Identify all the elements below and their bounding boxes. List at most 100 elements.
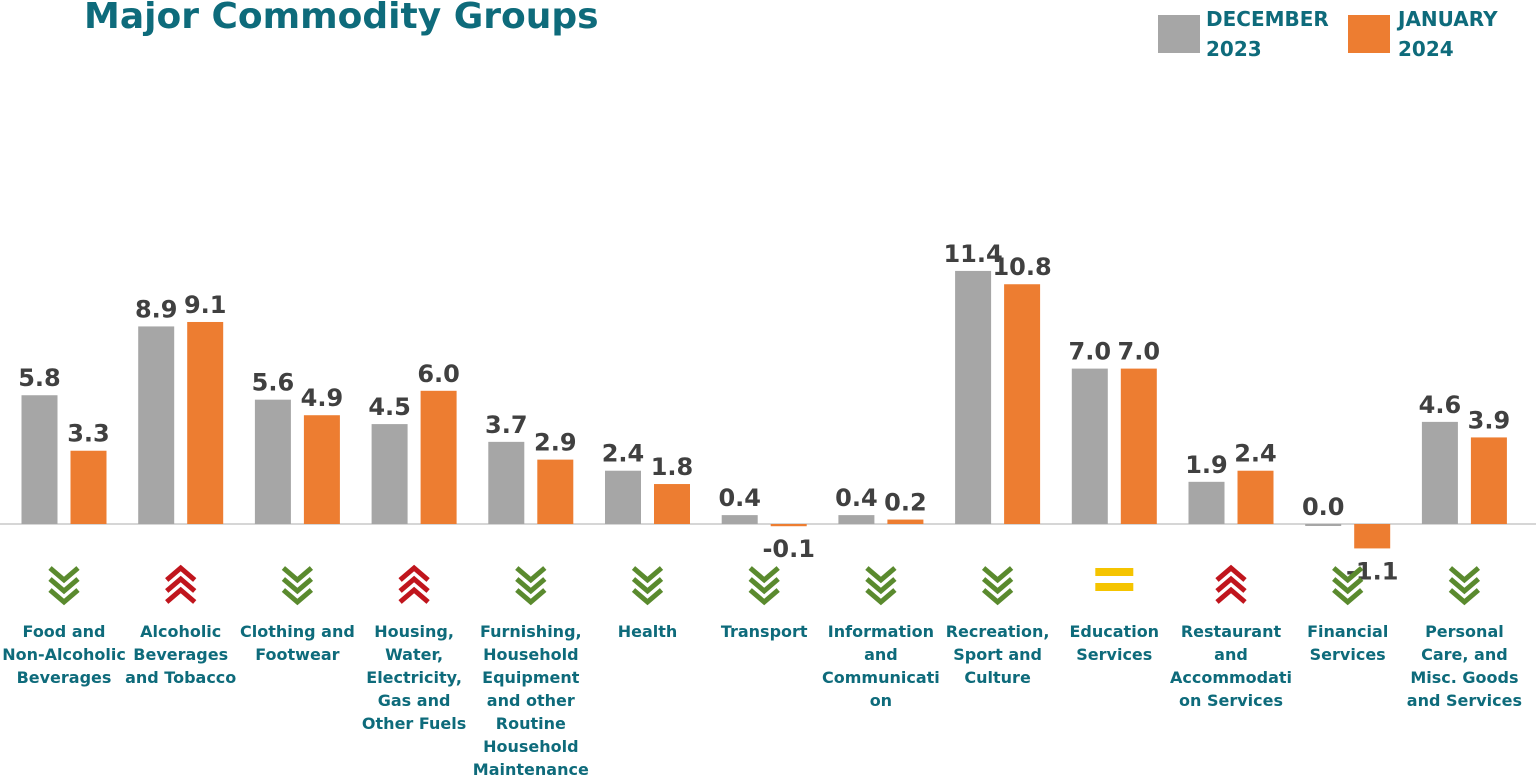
trend-up [398, 564, 430, 582]
trend-down [981, 566, 1014, 584]
bar [70, 450, 107, 524]
trend-down [865, 588, 897, 606]
value-label: 8.9 [135, 295, 178, 323]
bar [605, 470, 641, 524]
value-label: 3.7 [485, 411, 528, 439]
value-label: 3.3 [67, 420, 110, 448]
value-label: 11.4 [943, 240, 1002, 268]
trend-down [981, 588, 1014, 606]
value-label: 2.4 [1234, 440, 1277, 468]
trend-up [1215, 575, 1247, 593]
bar [1004, 284, 1041, 524]
value-label: -1.1 [1346, 557, 1398, 585]
trend-down [281, 577, 314, 595]
bar [1120, 368, 1157, 524]
trend-down [748, 566, 780, 584]
value-label: -0.1 [762, 535, 814, 563]
value-label: 10.8 [992, 253, 1051, 281]
category-label: Education Services [1069, 622, 1160, 664]
trend-up [398, 586, 430, 604]
trend-down [748, 588, 780, 606]
legend-swatch [1348, 15, 1390, 53]
bar [721, 515, 758, 524]
trend-down [48, 566, 80, 584]
value-label: 1.9 [1185, 451, 1228, 479]
bar [1470, 437, 1507, 524]
trend-equal [1095, 568, 1134, 576]
trend-down [748, 577, 780, 595]
bar [1071, 368, 1108, 524]
bar [138, 326, 175, 524]
value-label: 5.6 [252, 369, 295, 397]
trend-up [398, 575, 430, 593]
bar [420, 390, 457, 524]
value-label: 6.0 [417, 360, 460, 388]
bar [187, 321, 224, 524]
legend-label: DECEMBER 2023 [1206, 7, 1329, 61]
trend-down [1332, 577, 1364, 595]
chart-title: Major Commodity Groups [84, 0, 599, 37]
trend-up [1215, 586, 1247, 604]
bar [955, 270, 992, 524]
category-label: Furnishing, Household Equipment and othe… [472, 622, 589, 779]
bar [537, 459, 574, 524]
chart: 5.83.38.9 9.15.64.9 4.56.03.72.9 2.4 1.80.4-… [0, 15, 1536, 606]
value-label: 0.0 [1302, 493, 1345, 521]
trend-down [515, 566, 547, 584]
category-label: Housing, Water, Electricity, Gas and Oth… [361, 622, 467, 733]
bar [838, 515, 875, 524]
bar [1305, 524, 1342, 526]
category-label: Transport [720, 622, 808, 641]
trend-down [48, 588, 80, 606]
category-label: Information and Communication [822, 622, 940, 710]
category-label: Clothing and Footwear [239, 622, 355, 664]
value-label: 0.4 [718, 484, 761, 512]
trend-down [515, 577, 547, 595]
trend-up [165, 586, 197, 604]
trend-up [1215, 564, 1247, 582]
value-label: 7.0 [1118, 338, 1161, 366]
trend-down [48, 577, 80, 595]
value-label: 3.9 [1468, 406, 1511, 434]
category-label: Personal Care, and Misc. Goods and Servi… [1406, 622, 1523, 710]
category-label: Recreation, Sport and Culture [945, 622, 1050, 687]
category-label: Financial Services [1307, 622, 1389, 664]
value-label: 5.8 [18, 364, 61, 392]
bar [21, 395, 58, 524]
trend-down [1448, 566, 1481, 584]
bar [1354, 524, 1391, 549]
trend-down [981, 577, 1014, 595]
trend-down [865, 577, 897, 595]
value-label: 2.4 [602, 440, 645, 468]
legend-swatch [1158, 15, 1200, 53]
bar [303, 415, 340, 524]
bar [654, 484, 690, 524]
value-label: 9.1 [184, 291, 227, 319]
category-label: Food and Non-Alcoholic Beverages [2, 622, 126, 687]
category-label: Alcoholic Beverages and Tobacco [125, 622, 237, 687]
bar [1188, 481, 1225, 524]
trend-down [631, 577, 664, 595]
trend-down [1448, 588, 1481, 606]
value-label: 1.8 [651, 453, 694, 481]
trend-down [515, 588, 547, 606]
value-label: 7.0 [1069, 338, 1112, 366]
value-label: 4.5 [368, 393, 411, 421]
category-label: Health [617, 622, 678, 641]
bar [770, 524, 807, 527]
legend-label: JANUARY 2024 [1398, 7, 1498, 61]
trend-down [281, 566, 314, 584]
trend-down [1332, 588, 1364, 606]
trend-down [281, 588, 314, 606]
bar [887, 519, 924, 524]
value-label: 4.6 [1419, 391, 1462, 419]
bar [254, 399, 291, 524]
category-label: Restaurant and Accommodation Services [1169, 622, 1293, 710]
trend-down [631, 588, 664, 606]
bar [1237, 470, 1274, 524]
value-label: 0.4 [835, 484, 878, 512]
value-label: 4.9 [301, 384, 344, 412]
value-label: 0.2 [884, 489, 927, 517]
bar [1421, 421, 1458, 524]
